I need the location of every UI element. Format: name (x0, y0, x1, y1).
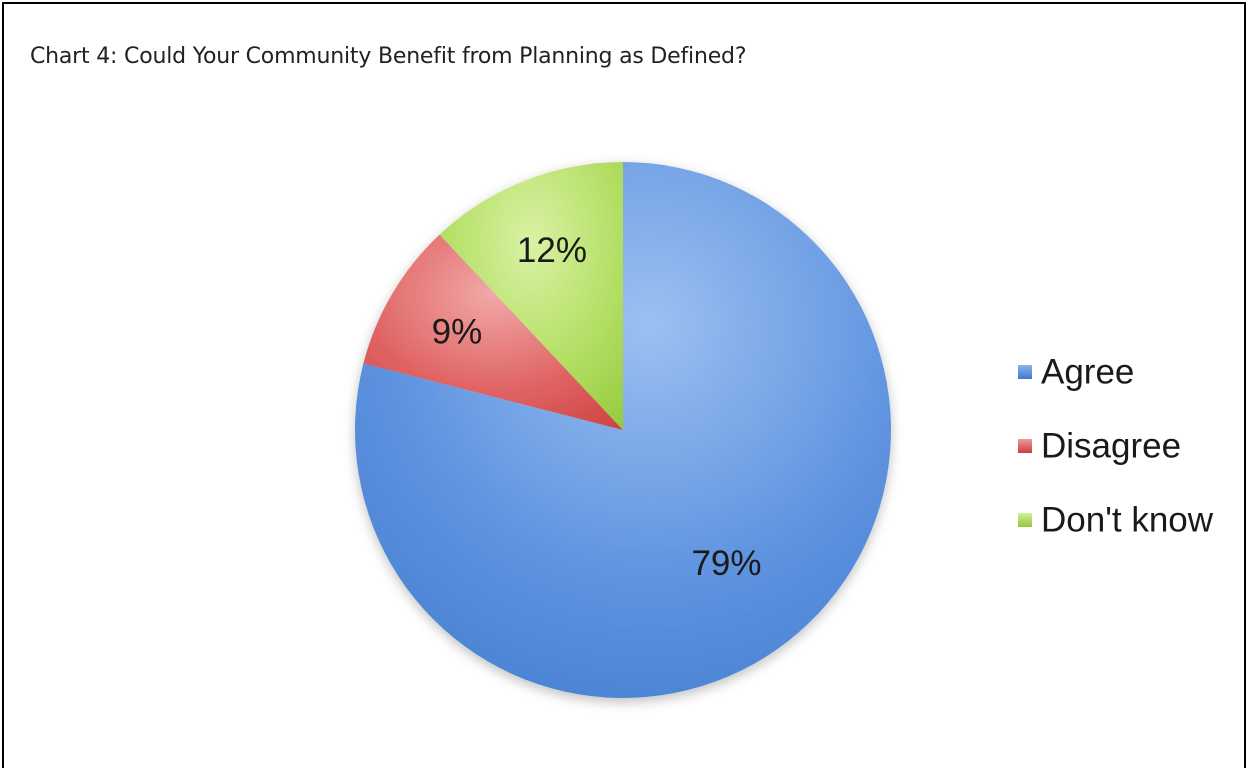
slice-label-disagree: 9% (432, 312, 483, 351)
pie-slice-don-t-know (439, 162, 623, 430)
slice-label-agree: 79% (691, 544, 761, 583)
slice-label-don-t-know: 12% (517, 231, 587, 270)
pie-slice-disagree (363, 234, 623, 430)
legend-swatch-agree (1018, 365, 1032, 379)
legend-label-don-t-know: Don't know (1041, 501, 1214, 540)
legend-swatch-don-t-know (1018, 513, 1032, 527)
legend-label-agree: Agree (1041, 353, 1134, 392)
legend-swatch-disagree (1018, 439, 1032, 453)
legend-label-disagree: Disagree (1041, 427, 1181, 466)
legend: Agree Disagree Don't know (1018, 353, 1214, 540)
chart-title: Chart 4: Could Your Community Benefit fr… (30, 44, 747, 69)
pie-slices (355, 162, 892, 698)
pie-slice-labels: 79% 9% 12% (432, 231, 762, 583)
